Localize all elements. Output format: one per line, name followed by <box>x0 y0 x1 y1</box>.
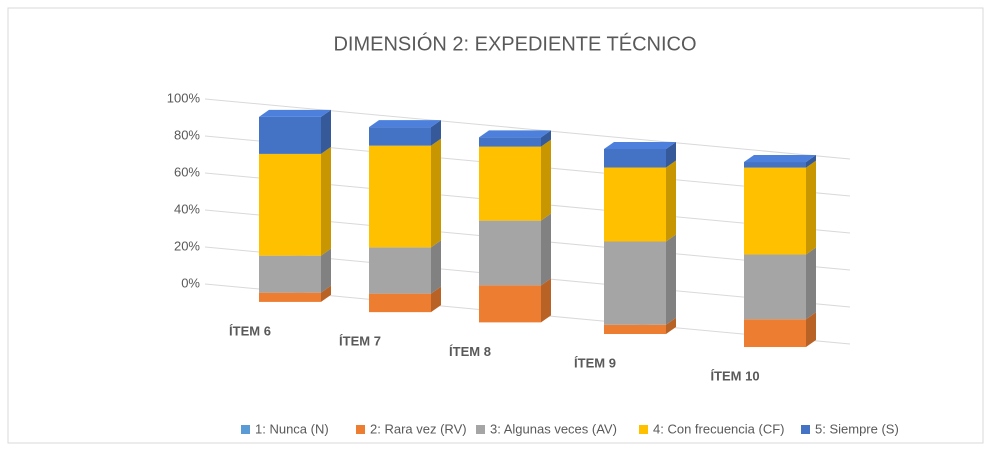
legend-label: 5: Siempre (S) <box>815 421 899 436</box>
bar-segment <box>369 240 441 294</box>
y-tick-label: 40% <box>174 201 200 216</box>
y-tick-label: 20% <box>174 238 200 253</box>
bar-top <box>259 109 331 117</box>
legend-swatch <box>801 425 810 434</box>
bar-front <box>479 285 541 323</box>
bar-segment <box>604 142 676 168</box>
legend-swatch <box>241 425 250 434</box>
bar-side <box>666 317 676 334</box>
bar-side <box>321 109 331 154</box>
bar-segment <box>479 278 551 323</box>
bar-segment <box>259 109 331 154</box>
bar-segment <box>369 120 441 146</box>
legend-label: 4: Con frecuencia (CF) <box>653 421 785 436</box>
bar-side <box>321 146 331 256</box>
bar-segment <box>604 317 676 334</box>
legend-swatch <box>639 425 648 434</box>
bar-top <box>369 120 441 128</box>
bar-front <box>604 149 666 168</box>
bar-side <box>541 213 551 286</box>
bar-side <box>541 139 551 221</box>
bar-top <box>744 155 816 163</box>
bar-segment <box>369 138 441 248</box>
bar-side <box>431 138 441 248</box>
bar-front <box>479 146 541 221</box>
bar-segment <box>744 160 816 255</box>
legend-label: 3: Algunas veces (AV) <box>490 421 617 436</box>
bar-segment <box>744 247 816 320</box>
bar-segment <box>744 155 816 168</box>
bar-front <box>369 293 431 313</box>
bar-segment <box>479 130 551 147</box>
bar-front <box>369 247 431 294</box>
bar-segment <box>259 248 331 293</box>
bar-segment <box>369 286 441 313</box>
bar-side <box>431 120 441 146</box>
bar-front <box>259 116 321 154</box>
x-tick-label: ÍTEM 10 <box>710 368 759 383</box>
bar-front <box>744 162 806 168</box>
bar-top <box>479 130 551 138</box>
bar-front <box>369 145 431 248</box>
bar-side <box>431 240 441 294</box>
bar-side <box>666 160 676 242</box>
y-tick-label: 100% <box>167 90 201 105</box>
x-tick-label: ÍTEM 6 <box>229 323 271 338</box>
y-tick-label: 0% <box>181 275 200 290</box>
bar-side <box>806 155 816 168</box>
bar-segment <box>479 213 551 286</box>
bar-front <box>259 292 321 302</box>
bar-front <box>479 137 541 147</box>
bar-front <box>259 153 321 256</box>
y-tick-label: 80% <box>174 127 200 142</box>
bar-segment <box>479 139 551 221</box>
bar-front <box>259 255 321 293</box>
x-tick-label: ÍTEM 7 <box>339 334 381 349</box>
bar-side <box>541 130 551 147</box>
bar-side <box>806 312 816 348</box>
bar-side <box>666 234 676 325</box>
bar-side <box>321 248 331 293</box>
bar-segment <box>604 160 676 242</box>
bar-top <box>604 142 676 149</box>
legend-swatch <box>356 425 365 434</box>
bar-segment <box>744 312 816 348</box>
bar-front <box>604 241 666 325</box>
bar-segment <box>259 146 331 256</box>
bar-side <box>806 247 816 320</box>
grid-line <box>204 98 851 160</box>
bar-segment <box>604 234 676 325</box>
bar-front <box>604 324 666 334</box>
x-tick-label: ÍTEM 8 <box>449 344 491 359</box>
bar-segment <box>259 285 331 302</box>
bar-side <box>806 160 816 255</box>
legend-swatch <box>476 425 485 434</box>
bar-side <box>321 285 331 302</box>
bar-front <box>604 167 666 242</box>
x-tick-label: ÍTEM 9 <box>574 355 616 370</box>
bar-front <box>744 167 806 255</box>
chart-title: DIMENSIÓN 2: EXPEDIENTE TÉCNICO <box>333 32 696 55</box>
bar-side <box>666 142 676 168</box>
legend-label: 1: Nunca (N) <box>255 421 329 436</box>
bar-front <box>369 127 431 146</box>
bar-front <box>744 254 806 320</box>
bar-front <box>744 319 806 348</box>
legend-label: 2: Rara vez (RV) <box>370 421 467 436</box>
y-tick-label: 60% <box>174 164 200 179</box>
bar-side <box>431 286 441 313</box>
bar-front <box>479 220 541 286</box>
bar-side <box>541 278 551 323</box>
